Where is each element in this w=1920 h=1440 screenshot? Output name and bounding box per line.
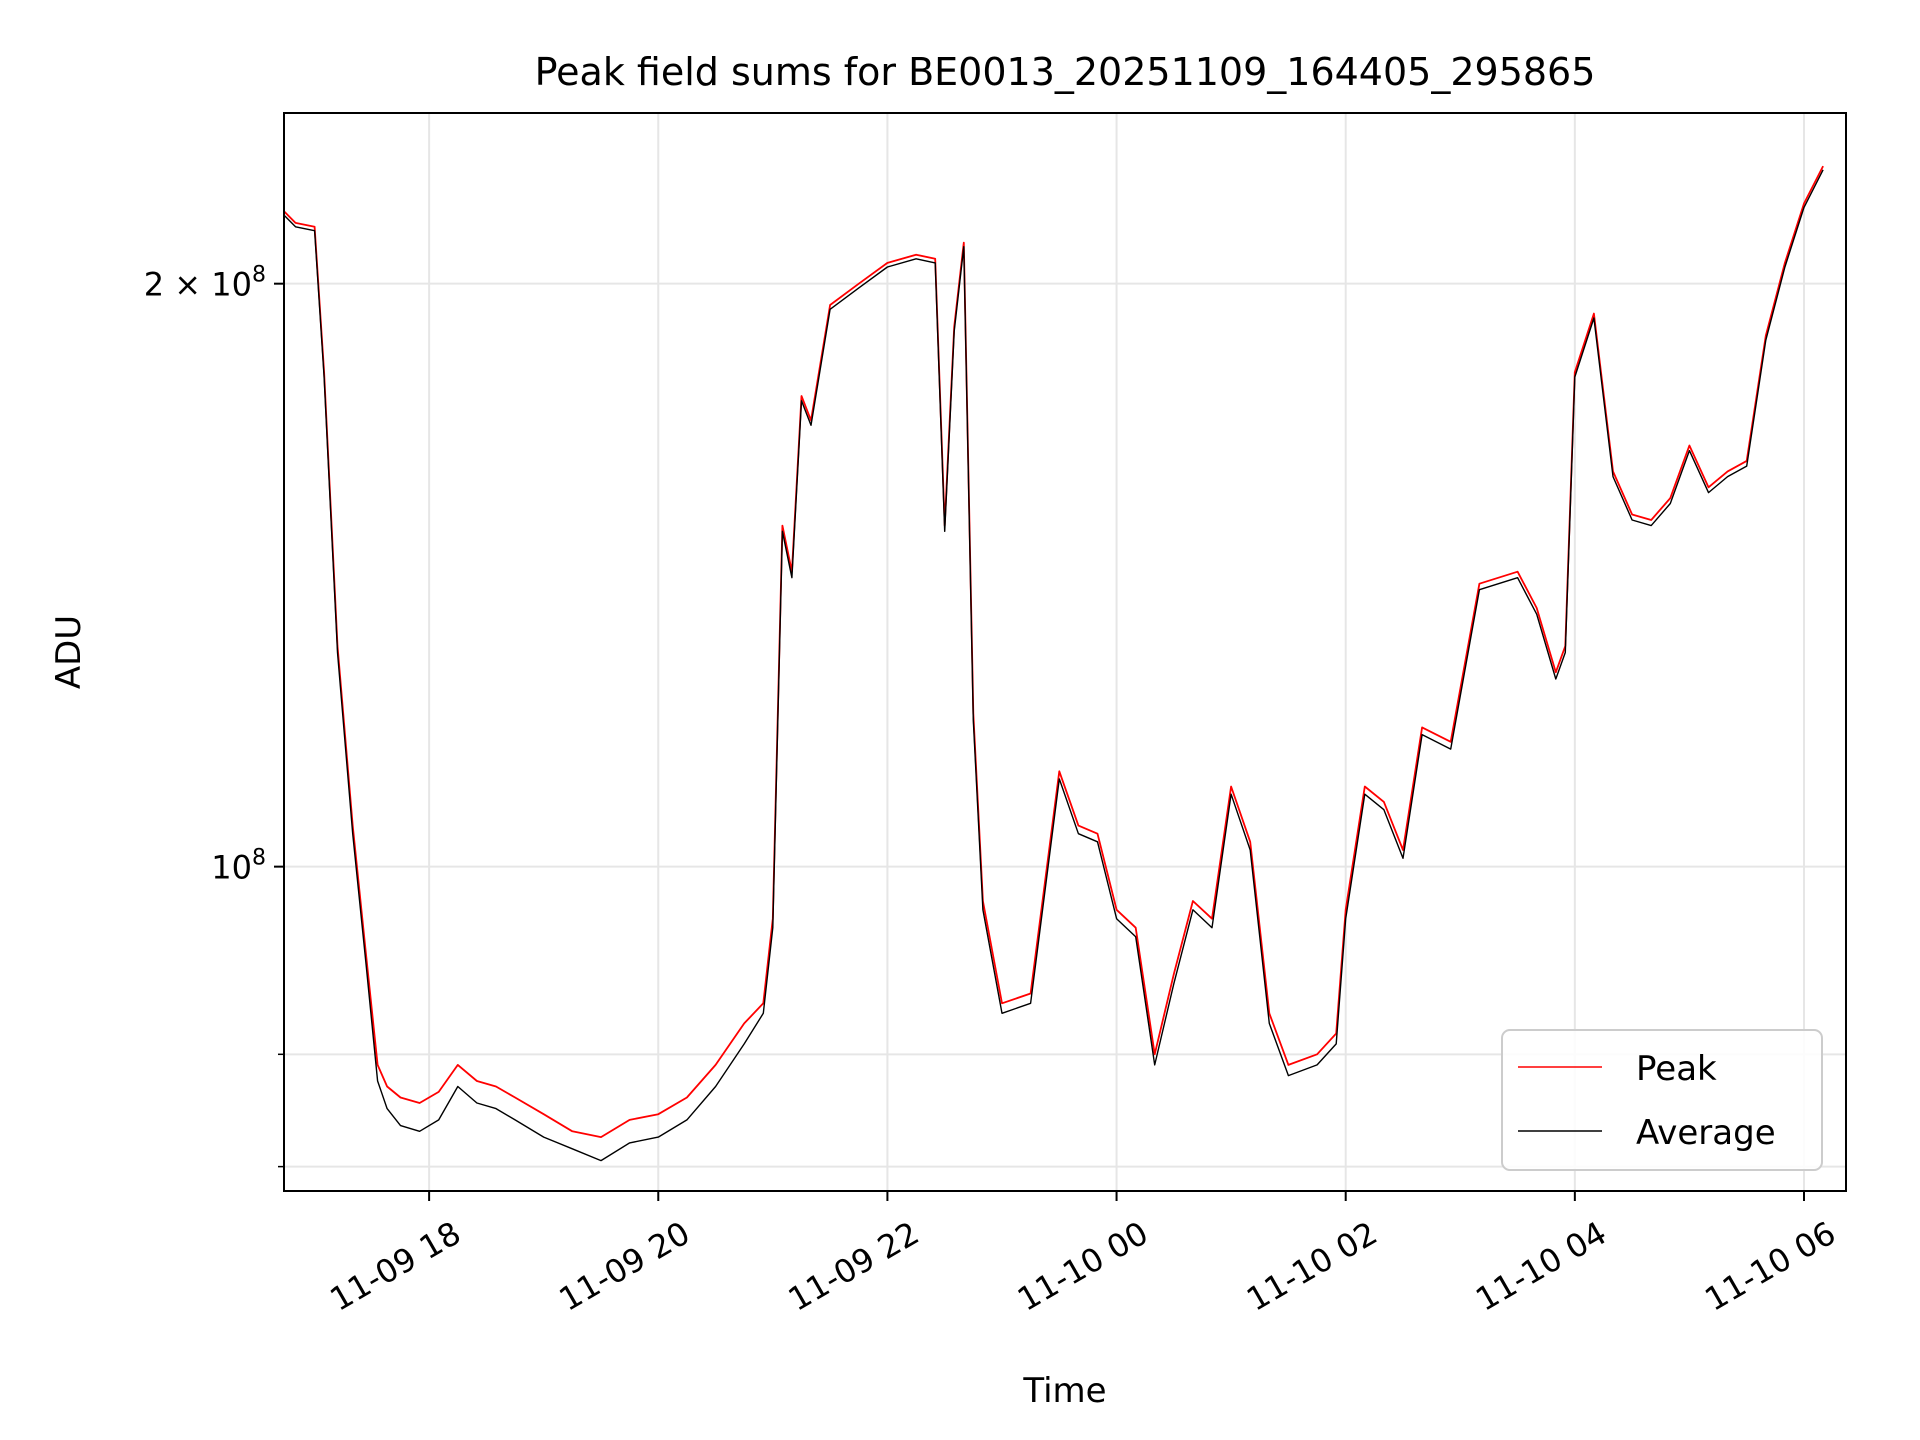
legend-label-average: Average [1636, 1113, 1776, 1153]
y-tick-label: 108 [211, 846, 266, 887]
series-line-average [284, 169, 1824, 1162]
chart-title: Peak field sums for BE0013_20251109_1644… [535, 50, 1596, 94]
y-tick-label: 2 × 108 [144, 263, 266, 304]
legend-box [1501, 1029, 1823, 1171]
series-layer [284, 165, 1824, 1162]
legend: Peak Average [1501, 1029, 1823, 1171]
y-axis-label: ADU [49, 615, 89, 689]
plot-frame [283, 112, 1847, 1192]
x-axis-label: Time [1022, 1371, 1106, 1411]
legend-label-peak: Peak [1636, 1049, 1717, 1089]
